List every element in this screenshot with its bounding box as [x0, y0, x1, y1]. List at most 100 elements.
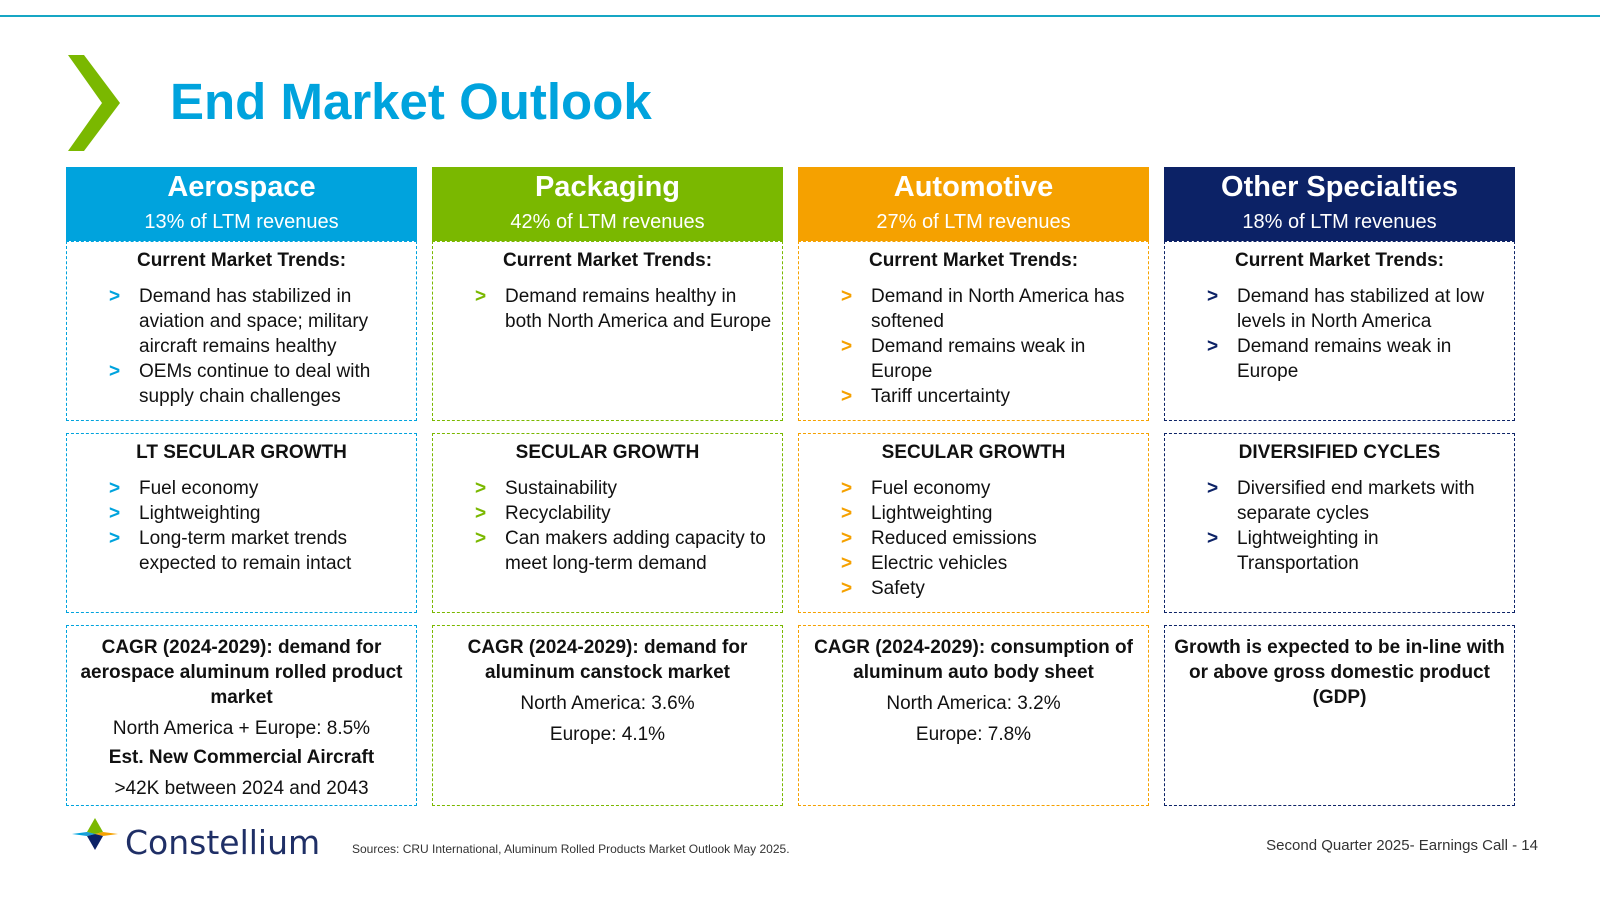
growth-heading: SECULAR GROWTH: [515, 442, 700, 463]
trends-heading: Current Market Trends:: [868, 250, 1079, 271]
list-item: > OEMs continue to deal with supply chain…: [109, 359, 406, 409]
outlook-heading: CAGR (2024-2029): demand for aluminum ca…: [467, 637, 748, 683]
extra-value: >42K between 2024 and 2043: [114, 778, 369, 799]
list-item: > Diversified end markets with separate c…: [1207, 476, 1504, 526]
list-item: > Tariff uncertainty: [841, 384, 1138, 409]
list-item: > Lightweighting in Transportation: [1207, 526, 1504, 576]
footer-page-label: Second Quarter 2025- Earnings Call - 14: [1266, 837, 1538, 854]
bullet-text: Sustainability: [505, 478, 617, 499]
chevron-arrow-icon: [68, 55, 120, 151]
bullet-arrow-icon: >: [475, 478, 487, 499]
trends-list: > Demand in North America has softened > De…: [799, 284, 1148, 409]
trends-heading: Current Market Trends:: [136, 250, 347, 271]
list-item: > Demand has stabilized at low levels in …: [1207, 284, 1504, 334]
list-item: > Sustainability: [475, 476, 772, 501]
revenue-share: 27% of LTM revenues: [876, 211, 1071, 233]
column-title: Other Specialties: [1221, 171, 1458, 203]
bullet-text: Reduced emissions: [871, 528, 1037, 549]
bullet-text: Lightweighting in Transportation: [1237, 528, 1379, 574]
bullet-text: Lightweighting: [139, 503, 261, 524]
list-item: > Safety: [841, 576, 1138, 601]
bullet-text: Fuel economy: [139, 478, 259, 499]
bullet-arrow-icon: >: [1207, 286, 1219, 307]
trends-box: Current Market Trends: > Demand in North A…: [798, 241, 1149, 421]
bullet-text: Electric vehicles: [871, 553, 1008, 574]
growth-list: > Fuel economy > Lightweighting > Reduced emi…: [799, 476, 1148, 601]
list-item: > Long-term market trends expected to rem…: [109, 526, 406, 576]
outlook-value: Europe: 7.8%: [915, 724, 1032, 745]
bullet-arrow-icon: >: [841, 578, 853, 599]
list-item: > Fuel economy: [841, 476, 1138, 501]
column-header: Aerospace 13% of LTM revenues: [66, 167, 417, 241]
outlook-heading: CAGR (2024-2029): consumption of aluminu…: [814, 637, 1133, 683]
outlook-box: CAGR (2024-2029): demand for aluminum ca…: [432, 625, 783, 806]
list-item: > Recyclability: [475, 501, 772, 526]
revenue-share: 18% of LTM revenues: [1242, 211, 1437, 233]
trends-box: Current Market Trends: > Demand remains he…: [432, 241, 783, 421]
list-item: > Fuel economy: [109, 476, 406, 501]
outlook-value: North America: 3.6%: [520, 693, 695, 714]
bullet-arrow-icon: >: [475, 503, 487, 524]
list-item: > Can makers adding capacity to meet long…: [475, 526, 772, 576]
outlook-value: North America + Europe: 8.5%: [112, 718, 371, 739]
bullet-arrow-icon: >: [1207, 528, 1219, 549]
growth-heading: DIVERSIFIED CYCLES: [1238, 442, 1441, 463]
bullet-arrow-icon: >: [1207, 478, 1219, 499]
bullet-arrow-icon: >: [109, 478, 121, 499]
bullet-text: Demand has stabilized in aviation and sp…: [139, 286, 369, 357]
logo-wordmark: Constellium: [125, 823, 321, 862]
bullet-text: Long-term market trends expected to rema…: [139, 528, 352, 574]
bullet-arrow-icon: >: [841, 528, 853, 549]
page-title: End Market Outlook: [170, 73, 652, 130]
growth-list: > Diversified end markets with separate c…: [1165, 476, 1514, 576]
bullet-text: Demand remains weak in Europe: [1237, 336, 1452, 382]
outlook-value: Europe: 4.1%: [549, 724, 666, 745]
growth-box: DIVERSIFIED CYCLES > Diversified end marke…: [1164, 433, 1515, 613]
outlook-box: CAGR (2024-2029): consumption of aluminu…: [798, 625, 1149, 806]
market-column: Automotive 27% of LTM revenues Current Mar…: [798, 167, 1149, 806]
column-title: Aerospace: [167, 171, 316, 203]
market-column: Other Specialties 18% of LTM revenues Curr…: [1164, 167, 1515, 806]
bullet-arrow-icon: >: [841, 336, 853, 357]
extra-heading: Est. New Commercial Aircraft: [108, 747, 375, 768]
list-item: > Lightweighting: [109, 501, 406, 526]
bullet-arrow-icon: >: [841, 286, 853, 307]
bullet-arrow-icon: >: [475, 286, 487, 307]
bullet-arrow-icon: >: [841, 386, 853, 407]
trends-list: > Demand has stabilized in aviation and s…: [67, 284, 416, 409]
growth-heading: SECULAR GROWTH: [881, 442, 1066, 463]
bullet-arrow-icon: >: [1207, 336, 1219, 357]
bullet-arrow-icon: >: [109, 503, 121, 524]
bullet-text: Lightweighting: [871, 503, 993, 524]
growth-heading: LT SECULAR GROWTH: [136, 442, 347, 463]
trends-heading: Current Market Trends:: [1234, 250, 1445, 271]
bullet-text: Fuel economy: [871, 478, 991, 499]
top-divider: [0, 15, 1600, 17]
bullet-arrow-icon: >: [109, 286, 121, 307]
bullet-text: Safety: [871, 578, 925, 599]
bullet-arrow-icon: >: [841, 553, 853, 574]
bullet-text: Demand remains healthy in both North Ame…: [505, 286, 772, 332]
list-item: > Demand remains weak in Europe: [1207, 334, 1504, 384]
column-title: Packaging: [534, 171, 681, 203]
bullet-text: Demand remains weak in Europe: [871, 336, 1086, 382]
list-item: > Demand remains weak in Europe: [841, 334, 1138, 384]
bullet-text: Demand in North America has softened: [871, 286, 1125, 332]
trends-list: > Demand has stabilized at low levels in …: [1165, 284, 1514, 384]
outlook-value: North America: 3.2%: [886, 693, 1061, 714]
outlook-box: Growth is expected to be in-line with or…: [1164, 625, 1515, 806]
column-title: Automotive: [893, 171, 1054, 203]
bullet-arrow-icon: >: [109, 361, 121, 382]
list-item: > Demand remains healthy in both North Am…: [475, 284, 772, 334]
growth-list: > Fuel economy > Lightweighting > Long-term m…: [67, 476, 416, 576]
market-column: Packaging 42% of LTM revenues Current Mark…: [432, 167, 783, 806]
list-item: > Demand has stabilized in aviation and s…: [109, 284, 406, 359]
list-item: > Electric vehicles: [841, 551, 1138, 576]
market-column: Aerospace 13% of LTM revenues Current Mark…: [66, 167, 417, 806]
list-item: > Reduced emissions: [841, 526, 1138, 551]
constellium-logo-icon: [72, 818, 118, 850]
bullet-text: Can makers adding capacity to meet long-…: [505, 528, 766, 574]
trends-list: > Demand remains healthy in both North Am…: [433, 284, 782, 334]
bullet-arrow-icon: >: [109, 528, 121, 549]
growth-box: SECULAR GROWTH > Sustainability > Recyclabil…: [432, 433, 783, 613]
